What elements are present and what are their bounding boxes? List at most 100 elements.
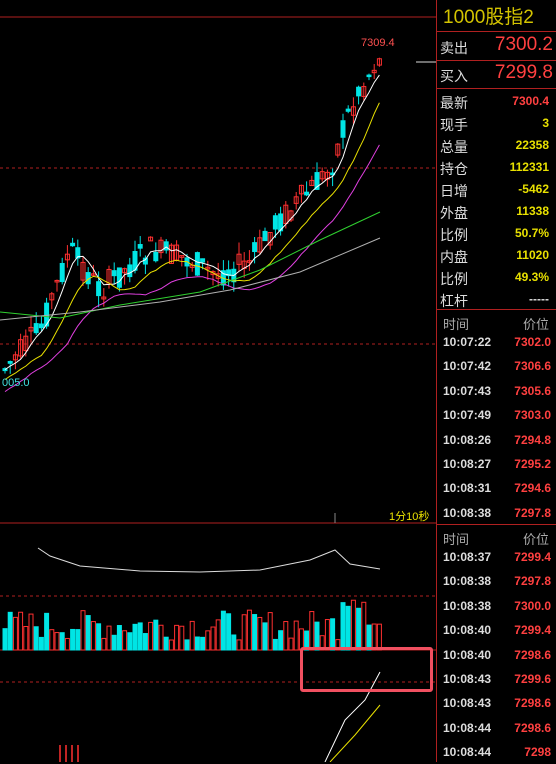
candle-body (205, 266, 211, 270)
volume-bar (80, 610, 86, 651)
tick-row[interactable]: 10:07:43 7305.6 (437, 379, 555, 403)
tick-price: 7306.6 (514, 359, 551, 374)
volume-bar (106, 625, 112, 651)
volume-bar (293, 620, 299, 651)
tick-price: 7299.4 (514, 623, 551, 638)
tick-time: 10:08:40 (443, 647, 492, 662)
tick-row[interactable]: 10:08:44 7298 (437, 740, 555, 764)
candle-body (127, 264, 133, 278)
volume-bar (38, 636, 44, 651)
buy-quote[interactable]: 买入 7299.8 (437, 61, 556, 87)
candle-body (215, 273, 221, 279)
candle-body (54, 279, 60, 283)
stat-value: 11338 (516, 204, 549, 218)
volume-bar (163, 636, 169, 651)
candle-body (246, 260, 252, 263)
candle-body (44, 302, 50, 327)
candle-body (75, 247, 81, 259)
tick-time: 10:07:49 (443, 408, 492, 423)
candle-body (319, 171, 325, 180)
tick-row[interactable]: 10:07:22 7302.0 (437, 330, 555, 354)
tick-row[interactable]: 10:08:40 7298.6 (437, 643, 555, 667)
tick-row[interactable]: 10:08:26 7294.8 (437, 428, 555, 452)
tick-row[interactable]: 10:07:49 7303.0 (437, 403, 555, 427)
volume-bar (288, 637, 294, 651)
tick-time: 10:08:40 (443, 623, 492, 638)
tick-row[interactable]: 10:08:44 7298.6 (437, 716, 555, 740)
tick-time: 10:08:43 (443, 696, 492, 711)
volume-bar (54, 632, 60, 651)
candle-body (38, 323, 44, 329)
candle-body (28, 326, 34, 332)
volume-bar (59, 632, 65, 651)
stat-label: 比例 (440, 271, 468, 287)
volume-bar (142, 633, 148, 651)
volume-bar (127, 632, 133, 651)
tick-price: 7298.6 (514, 647, 551, 662)
candle-body (309, 179, 315, 187)
tick-row[interactable]: 10:08:27 7295.2 (437, 452, 555, 476)
volume-bar (132, 623, 138, 651)
volume-bar (252, 614, 258, 651)
volume-bar (220, 610, 226, 651)
volume-bar (90, 621, 96, 651)
kline-chart-area[interactable]: 7309.4 005.0 1分10秒 (0, 0, 436, 762)
contract-title: 1000股指2 (443, 7, 534, 28)
ma10-line (4, 102, 380, 381)
sell-price: 7300.2 (494, 34, 553, 55)
volume-bar (350, 599, 356, 651)
tick-time: 10:08:38 (443, 574, 492, 589)
volume-bar (246, 609, 252, 651)
volume-bar (12, 616, 18, 651)
tick-row[interactable]: 10:08:38 7297.8 (437, 569, 555, 593)
volume-bar (70, 628, 76, 651)
tick-row[interactable]: 10:08:38 7297.8 (437, 501, 555, 525)
tick-row[interactable]: 10:08:31 7294.6 (437, 476, 555, 500)
candle-body (252, 242, 258, 253)
quote-panel: 1000股指2 卖出 7300.2 买入 7299.8 最新 7300.4 现手 3 总… (436, 0, 556, 762)
tick-row[interactable]: 10:08:38 7300.0 (437, 594, 555, 618)
low-price-label: 005.0 (2, 377, 30, 389)
volume-bar (345, 605, 351, 651)
ticks-header-bottom: 时间 价位 (443, 532, 549, 547)
tick-row[interactable]: 10:08:40 7299.4 (437, 618, 555, 642)
candle-body (356, 86, 362, 97)
candle-body (272, 215, 278, 230)
candle-body (257, 237, 263, 253)
tick-price: 7298 (524, 745, 551, 760)
volume-bar (18, 611, 24, 651)
candle-body (158, 239, 164, 254)
stat-value: 22358 (515, 138, 549, 152)
tick-time: 10:08:44 (443, 720, 492, 735)
tick-time: 10:08:44 (443, 745, 492, 760)
candle-body (137, 244, 143, 249)
tick-price: 7297.8 (514, 574, 551, 589)
tick-time: 10:08:43 (443, 672, 492, 686)
volume-bar (376, 623, 382, 651)
candle-body (350, 106, 356, 116)
stat-label: 内盘 (440, 249, 468, 265)
tick-row[interactable]: 10:08:43 7299.6 (437, 667, 555, 691)
timeframe-label[interactable]: 1分10秒 (389, 511, 430, 523)
tick-time: 10:07:42 (443, 359, 492, 374)
candle-body (116, 267, 122, 288)
sell-quote[interactable]: 卖出 7300.2 (437, 33, 556, 59)
volume-bar (194, 636, 200, 651)
kline-chart[interactable] (0, 0, 436, 762)
volume-bar (184, 639, 190, 651)
candle-body (18, 339, 24, 357)
tick-price: 7298.6 (514, 696, 551, 711)
volume-bar (330, 618, 336, 651)
stat-value: -5462 (518, 182, 549, 196)
tick-row[interactable]: 10:07:42 7306.6 (437, 354, 555, 378)
tick-row[interactable]: 10:08:37 7299.4 (437, 545, 555, 569)
candle-body (283, 204, 289, 224)
ma120-line (0, 237, 381, 321)
volume-bar (361, 601, 367, 651)
tick-time: 10:07:43 (443, 383, 492, 398)
volume-bar (2, 628, 8, 651)
stat-label: 外盘 (440, 205, 468, 221)
tick-row[interactable]: 10:08:43 7298.6 (437, 691, 555, 715)
candle-body (371, 69, 377, 74)
stat-row: 外盘 11338 (437, 200, 555, 222)
